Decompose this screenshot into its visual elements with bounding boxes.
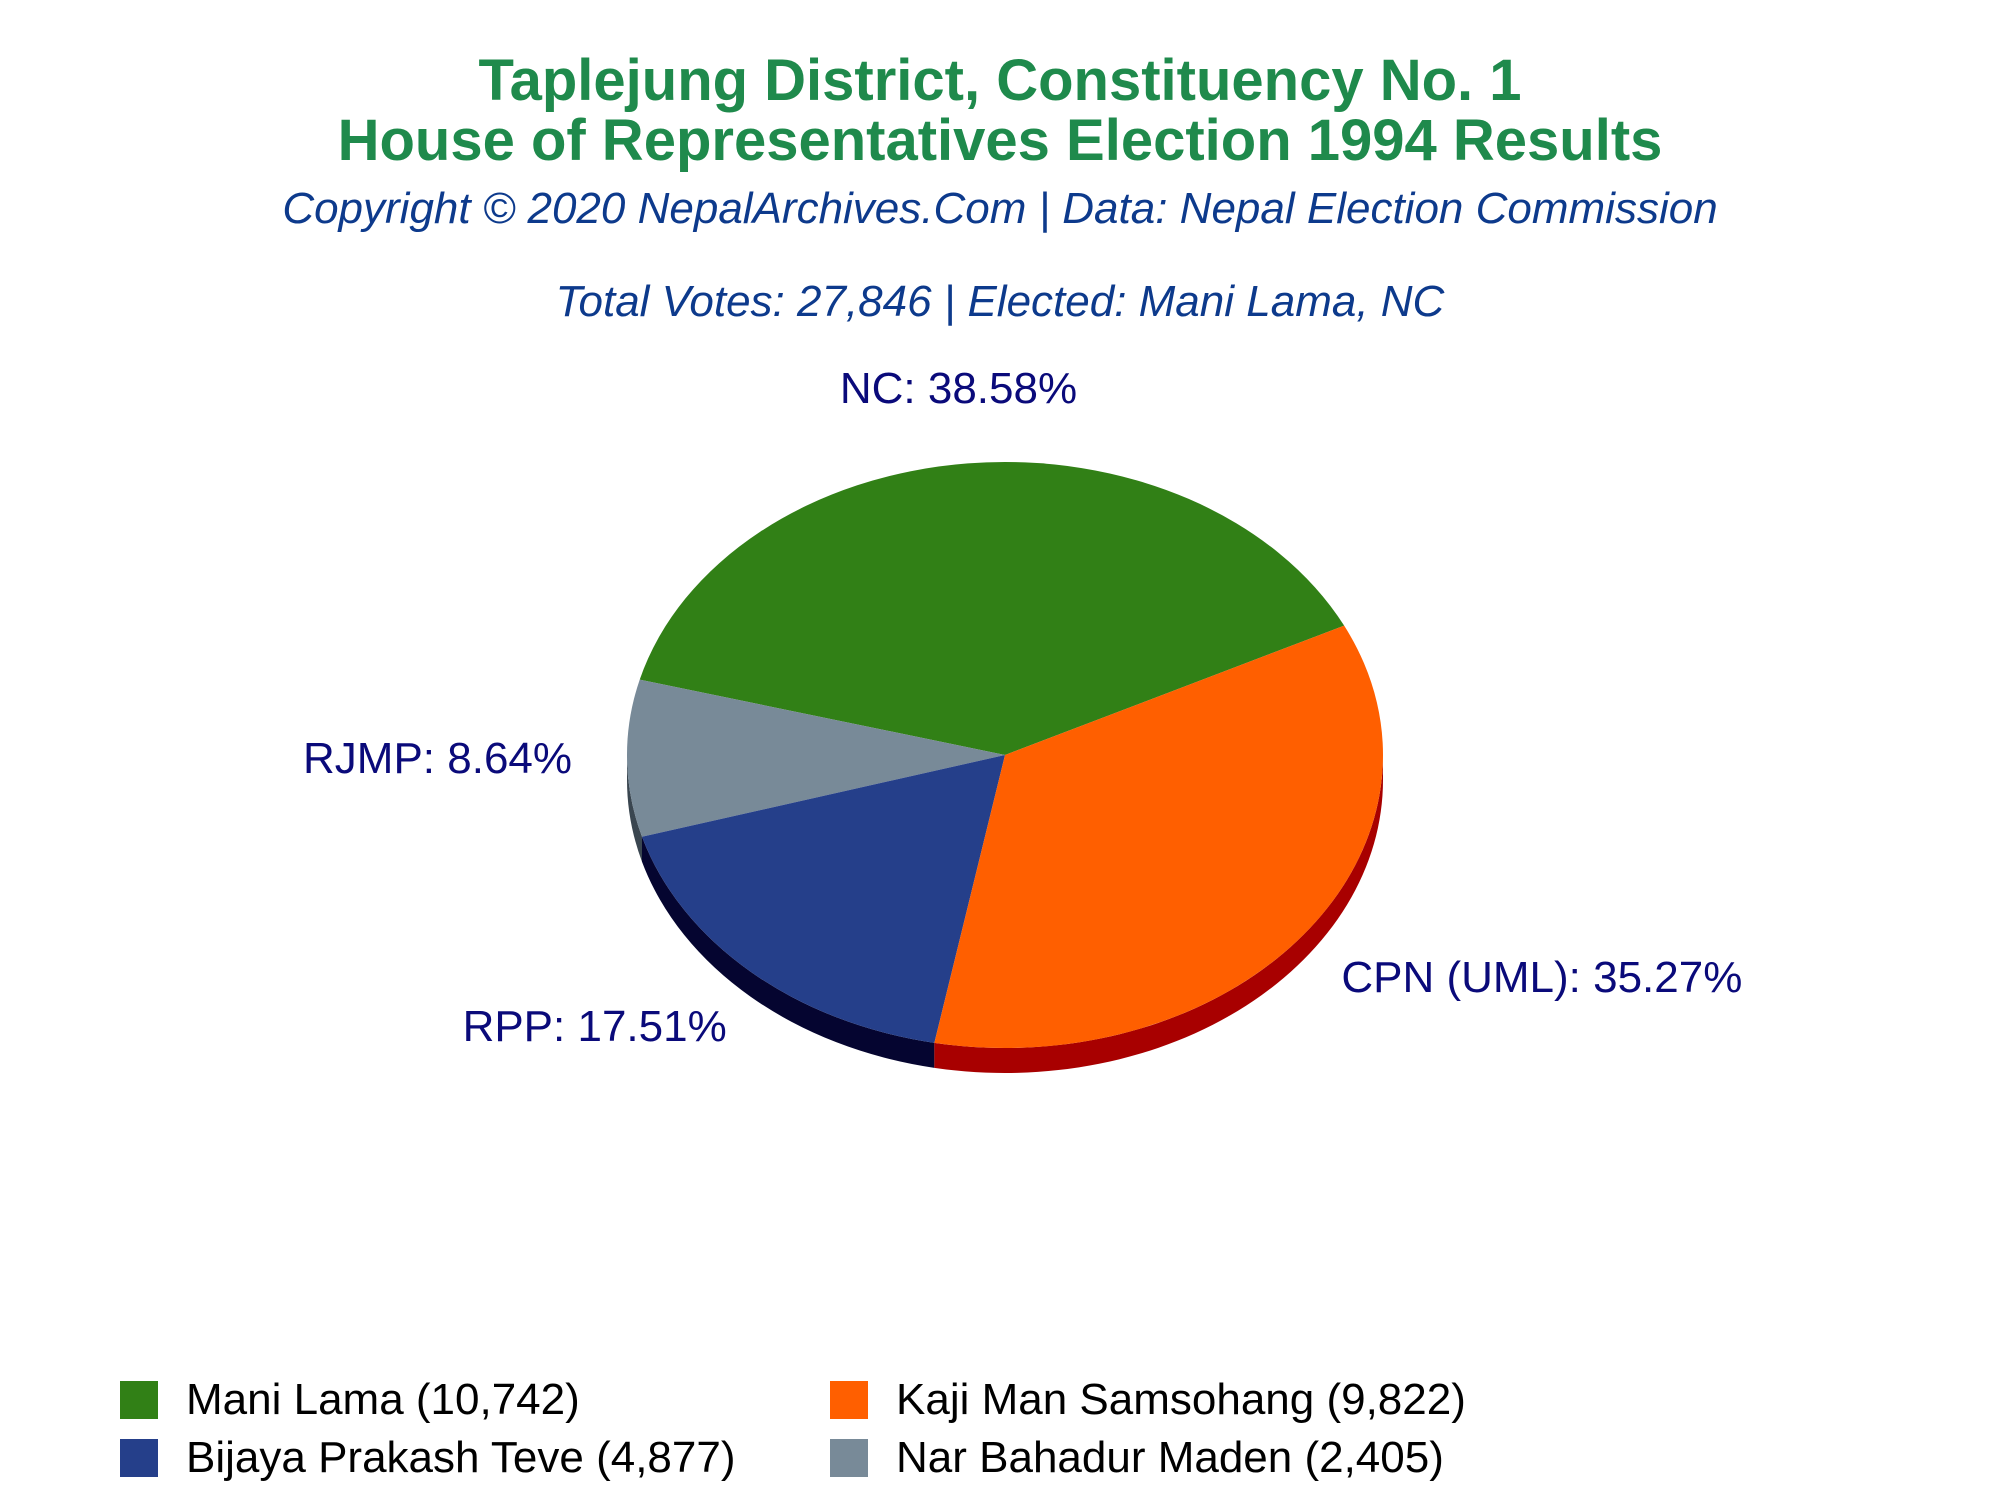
title-line-2: House of Representatives Election 1994 R…	[337, 108, 1663, 173]
legend-label: Kaji Man Samsohang (9,822)	[896, 1375, 1466, 1424]
legend-label: Bijaya Prakash Teve (4,877)	[186, 1433, 736, 1482]
copyright-text: Copyright © 2020 NepalArchives.Com | Dat…	[282, 184, 1718, 233]
pie-slice-rpp	[641, 755, 1005, 1043]
slice-label-cpn-uml: CPN (UML): 35.27%	[1341, 953, 1742, 1002]
pie-side-rjmp	[627, 755, 642, 862]
slice-label-rjmp: RJMP: 8.64%	[303, 734, 572, 783]
legend-swatch	[830, 1381, 868, 1419]
legend-item: Nar Bahadur Maden (2,405)	[830, 1430, 1444, 1486]
pie-slice-cpn-uml	[934, 625, 1383, 1048]
legend-item: Bijaya Prakash Teve (4,877)	[120, 1430, 735, 1486]
pie-slice-rjmp	[627, 679, 1005, 837]
title-line-1: Taplejung District, Constituency No. 1	[478, 48, 1522, 113]
summary-text: Total Votes: 27,846 | Elected: Mani Lama…	[555, 277, 1445, 326]
legend-label: Mani Lama (10,742)	[186, 1375, 580, 1424]
legend-label: Nar Bahadur Maden (2,405)	[896, 1433, 1444, 1482]
pie-side-rpp	[641, 836, 935, 1068]
legend-item: Kaji Man Samsohang (9,822)	[830, 1372, 1466, 1428]
legend-item: Mani Lama (10,742)	[120, 1372, 580, 1428]
legend-swatch	[120, 1381, 158, 1419]
slice-label-rpp: RPP: 17.51%	[463, 1002, 727, 1051]
slice-label-nc: NC: 38.58%	[840, 364, 1077, 413]
legend-swatch	[120, 1439, 158, 1477]
pie-slice-nc	[639, 461, 1345, 755]
legend-swatch	[830, 1439, 868, 1477]
